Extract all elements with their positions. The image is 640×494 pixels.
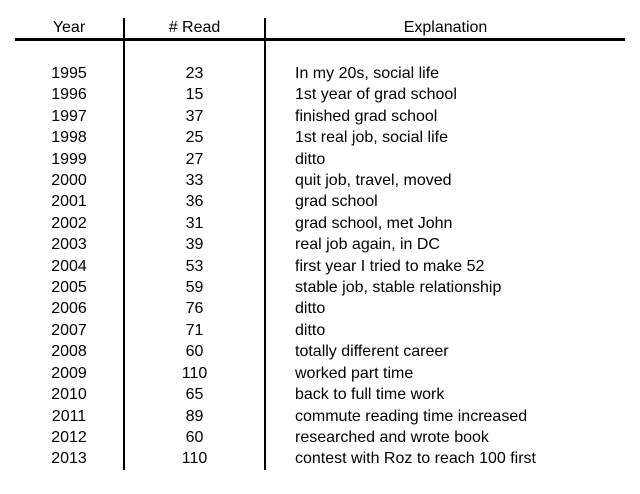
explanation-cell: 1st year of grad school (264, 84, 625, 106)
table-row: 1998 25 1st real job, social life (15, 127, 625, 149)
year-cell: 2013 (51, 450, 87, 468)
year-cell: 1996 (51, 86, 87, 104)
year-cell: 2005 (51, 279, 87, 297)
explanation-cell: In my 20s, social life (264, 63, 625, 85)
year-cell: 2009 (51, 364, 87, 382)
table-row: 2004 53 first year I tried to make 52 (15, 255, 625, 278)
explanation-cell: first year I tried to make 52 (264, 255, 625, 278)
table-row: 2011 89 commute reading time increased (15, 405, 625, 427)
explanation-cell: researched and wrote book (264, 426, 625, 449)
explanation-cell: finished grad school (264, 105, 625, 128)
read-count-cell: 23 (123, 63, 265, 85)
read-count-cell: 60 (123, 426, 265, 449)
spacer-row (15, 39, 625, 64)
read-count-cell: 37 (123, 105, 265, 128)
spacer-cell (264, 39, 625, 63)
read-count-cell: 27 (123, 148, 265, 171)
read-count-cell: 15 (123, 84, 265, 106)
read-count-cell: 110 (123, 362, 265, 385)
table-row: 2010 65 back to full time work (15, 384, 625, 406)
table-row: 2012 60 researched and wrote book (15, 426, 625, 449)
read-count-cell: 39 (123, 234, 265, 256)
table-row: 2001 36 grad school (15, 191, 625, 213)
year-cell: 2000 (51, 172, 87, 190)
table-row: 1995 23 In my 20s, social life (15, 63, 625, 85)
column-header-year: Year (15, 18, 124, 41)
year-cell: 2007 (51, 321, 87, 339)
table-row: 2007 71 ditto (15, 319, 625, 342)
table-row: 2013 110 contest with Roz to reach 100 fir… (15, 448, 625, 470)
explanation-cell: 1st real job, social life (264, 127, 625, 149)
table-row: 2002 31 grad school, met John (15, 212, 625, 235)
year-cell: 2006 (51, 300, 87, 318)
read-count-cell: 71 (123, 319, 265, 342)
table-row: 1997 37 finished grad school (15, 105, 625, 128)
year-cell: 1995 (51, 65, 87, 82)
read-count-cell: 65 (123, 384, 265, 406)
read-count-cell: 25 (123, 127, 265, 149)
table-row: 2000 33 quit job, travel, moved (15, 170, 625, 192)
read-count-cell: 60 (123, 341, 265, 363)
table-row: 2003 39 real job again, in DC (15, 234, 625, 256)
explanation-cell: stable job, stable relationship (264, 277, 625, 299)
column-header-num-read: # Read (123, 18, 265, 41)
table-row: 2008 60 totally different career (15, 341, 625, 363)
spacer-cell (123, 39, 265, 63)
explanation-cell: ditto (264, 148, 625, 171)
year-cell: 2004 (51, 257, 87, 275)
explanation-cell: ditto (264, 319, 625, 342)
year-cell: 2003 (51, 236, 87, 254)
explanation-cell: grad school, met John (264, 212, 625, 235)
column-header-explanation: Explanation (264, 18, 625, 41)
read-count-cell: 53 (123, 255, 265, 278)
read-count-cell: 76 (123, 298, 265, 320)
year-cell: 2012 (51, 428, 87, 446)
year-cell: 1998 (51, 129, 87, 147)
read-count-cell: 110 (123, 448, 265, 470)
table-row: 1996 15 1st year of grad school (15, 84, 625, 106)
books-read-table: Year # Read Explanation 1995 23 In my 20s,… (15, 18, 625, 470)
explanation-cell: worked part time (264, 362, 625, 385)
read-count-cell: 59 (123, 277, 265, 299)
year-cell: 2011 (51, 407, 87, 425)
table-row: 2005 59 stable job, stable relationship (15, 277, 625, 299)
explanation-cell: grad school (264, 191, 625, 213)
read-count-cell: 31 (123, 212, 265, 235)
explanation-cell: ditto (264, 298, 625, 320)
year-cell: 1999 (51, 150, 87, 168)
explanation-cell: quit job, travel, moved (264, 170, 625, 192)
year-cell: 2001 (51, 193, 87, 211)
explanation-cell: back to full time work (264, 384, 625, 406)
header-row: Year # Read Explanation (15, 18, 625, 41)
read-count-cell: 89 (123, 405, 265, 427)
year-cell: 2002 (51, 214, 87, 232)
table-row: 2006 76 ditto (15, 298, 625, 320)
table-row: 1999 27 ditto (15, 148, 625, 171)
explanation-cell: totally different career (264, 341, 625, 363)
explanation-cell: real job again, in DC (264, 234, 625, 256)
explanation-cell: contest with Roz to reach 100 first (264, 448, 625, 470)
year-cell: 2010 (51, 386, 87, 404)
table-row: 2009 110 worked part time (15, 362, 625, 385)
read-count-cell: 36 (123, 191, 265, 213)
explanation-cell: commute reading time increased (264, 405, 625, 427)
year-cell: 2008 (51, 343, 87, 361)
spacer-cell (15, 40, 124, 64)
read-count-cell: 33 (123, 170, 265, 192)
year-cell: 1997 (51, 107, 87, 125)
